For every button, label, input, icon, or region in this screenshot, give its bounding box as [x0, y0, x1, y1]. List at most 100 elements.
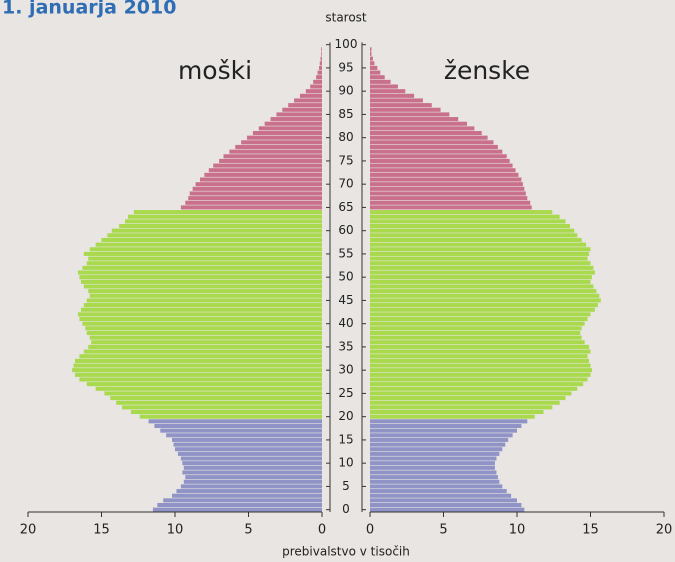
bar	[370, 312, 591, 317]
bar	[370, 214, 560, 219]
bar	[370, 93, 415, 98]
bar	[370, 200, 531, 205]
y-tick-label: 70	[338, 177, 353, 191]
bar	[88, 289, 323, 294]
bar	[370, 154, 507, 159]
bar	[370, 293, 600, 298]
bar	[370, 65, 378, 70]
bar	[85, 326, 322, 331]
bar	[370, 51, 372, 56]
bar	[370, 470, 497, 475]
bar	[182, 461, 322, 466]
bar	[79, 317, 322, 322]
bar	[77, 312, 322, 317]
bar	[111, 228, 322, 233]
bar	[223, 154, 322, 159]
bar	[119, 224, 322, 229]
bar	[370, 414, 535, 419]
x-tick-label: 10	[509, 523, 526, 538]
bar	[83, 251, 322, 256]
bar	[177, 451, 322, 456]
x-tick-label: 15	[582, 523, 599, 538]
bar	[86, 330, 322, 335]
bar	[195, 182, 322, 187]
bar	[370, 182, 523, 187]
bar	[370, 261, 591, 266]
bar	[319, 65, 322, 70]
bar	[370, 405, 553, 410]
bar	[83, 303, 322, 308]
bar	[86, 261, 322, 266]
y-tick-label: 50	[338, 270, 353, 284]
bar	[310, 84, 322, 89]
bar	[172, 437, 322, 442]
bar	[89, 335, 323, 340]
bar	[370, 228, 575, 233]
bar	[370, 284, 594, 289]
bar	[80, 307, 322, 312]
bar	[88, 256, 323, 261]
bar	[75, 372, 322, 377]
bar	[370, 107, 441, 112]
bar	[276, 112, 322, 117]
y-tick-label: 10	[338, 456, 353, 470]
bar	[370, 144, 498, 149]
y-tick-label: 40	[338, 316, 353, 330]
x-tick-label: 0	[318, 523, 326, 538]
bar	[370, 126, 475, 131]
bar	[148, 419, 322, 424]
bar	[370, 391, 572, 396]
bar	[73, 363, 322, 368]
y-tick-label: 100	[335, 37, 358, 51]
bar	[127, 214, 323, 219]
bar	[101, 237, 322, 242]
bar	[264, 121, 322, 126]
bar	[320, 56, 322, 61]
bar	[116, 400, 322, 405]
y-axis-label: starost	[325, 11, 367, 25]
y-tick-label: 80	[338, 130, 353, 144]
y-tick-label: 20	[338, 409, 353, 423]
bar	[89, 293, 323, 298]
bar	[89, 247, 323, 252]
bar	[370, 247, 591, 252]
bar	[183, 465, 322, 470]
bar	[72, 368, 322, 373]
bar	[370, 70, 381, 75]
bar	[125, 219, 323, 224]
bar	[305, 89, 322, 94]
bar	[370, 163, 513, 168]
bar	[208, 168, 322, 173]
bar	[91, 340, 323, 345]
y-tick-label: 30	[338, 363, 353, 377]
bar	[252, 131, 322, 136]
bar	[95, 386, 323, 391]
bar	[370, 135, 488, 140]
bar	[370, 242, 587, 247]
bar	[370, 330, 581, 335]
bar	[370, 386, 578, 391]
y-tick-label: 25	[338, 386, 353, 400]
bar	[370, 84, 398, 89]
bar	[299, 93, 322, 98]
bar	[80, 279, 322, 284]
bar	[241, 140, 322, 145]
bar	[370, 256, 588, 261]
bar	[370, 79, 391, 84]
bar	[79, 377, 322, 382]
bar	[160, 428, 322, 433]
bar	[370, 237, 582, 242]
bar	[370, 224, 570, 229]
bar	[370, 461, 495, 466]
bar	[370, 168, 516, 173]
bar	[370, 498, 517, 503]
bar	[370, 112, 450, 117]
y-tick-label: 75	[338, 153, 353, 167]
bar	[288, 103, 322, 108]
bar	[88, 344, 323, 349]
series-label: moški	[178, 56, 252, 85]
bar	[370, 456, 497, 461]
bar	[370, 493, 512, 498]
bar	[79, 275, 322, 280]
bar	[370, 382, 584, 387]
